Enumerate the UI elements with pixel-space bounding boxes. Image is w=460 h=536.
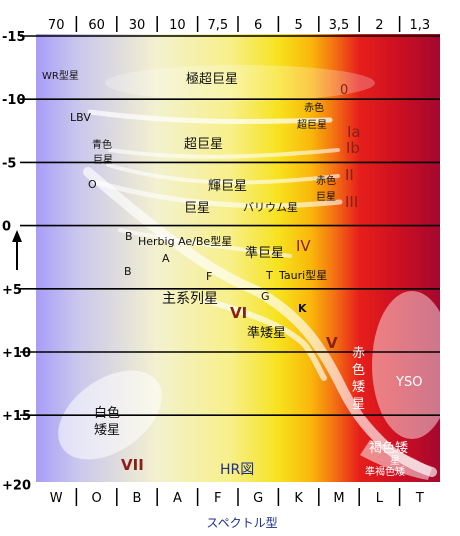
iii-label: III [345, 193, 358, 211]
brown-dwarf-extra-label: 星 [390, 455, 400, 467]
spectral-class-label: A [173, 491, 182, 506]
hypergiant-region [105, 65, 375, 101]
red-dwarf-char: 赤 [352, 346, 365, 361]
temperature-tick-label: 5 [294, 18, 302, 33]
magnitude-tick-label: +10 [2, 346, 31, 361]
brown-dwarf-label: 褐色矮 [369, 440, 408, 456]
blue-supergiant-label-2: 巨星 [93, 154, 113, 166]
temperature-tick-label: 1,3 [409, 18, 430, 33]
temperature-tick-label: 7,5 [207, 18, 228, 33]
band-ia [87, 109, 333, 125]
yso-region [372, 291, 452, 439]
temperature-tick-label: 2 [375, 18, 383, 33]
vii-label: VII [121, 456, 144, 474]
vi-label: VI [230, 304, 247, 322]
sub-brown-dwarf-label: 準褐色矮 [365, 465, 405, 478]
ia-label: Ia [347, 123, 361, 141]
band-ii [106, 163, 340, 185]
iv-label: IV [296, 237, 311, 255]
band-subdwarf [202, 297, 327, 381]
subdwarf-label: 準矮星 [247, 325, 286, 341]
lbv-label: LBV [70, 111, 91, 124]
herbig-label: Herbig Ae/Be型星 [138, 234, 232, 248]
red-dwarf-label: 赤 色 矮 星 [352, 346, 365, 412]
white-dwarf-label-1: 白色 [94, 405, 120, 421]
magnitude-axis: -15 -10 -5 0 +5 +10 +15 +20 [2, 30, 31, 493]
magnitude-tick-label: +5 [2, 283, 22, 298]
red-giant-label-2: 巨星 [316, 191, 336, 203]
x-axis-label: スペクトル型 [206, 516, 277, 530]
b-star-label-2: B [124, 265, 132, 278]
spectral-class-label: K [294, 491, 303, 506]
o-star-label: O [88, 178, 97, 191]
yso-label: YSO [395, 375, 422, 390]
wr-label: WR型星 [42, 69, 79, 82]
barium-label: バリウム星 [243, 201, 298, 214]
temperature-tick-label: 60 [88, 18, 105, 33]
band-iii [92, 179, 343, 209]
supergiant-label: 超巨星 [184, 137, 223, 152]
blue-supergiant-label-1: 青色 [92, 138, 112, 151]
temperature-axis: 70 60 30 10 7,5 6 5 3,5 2 1,3 [48, 16, 430, 33]
main-sequence-label: 主系列星 [162, 291, 218, 307]
spectral-class-label: G [253, 491, 263, 506]
up-arrow-icon [12, 230, 22, 270]
v-label: V [326, 334, 338, 352]
t-tauri-label: Tauri型星 [278, 268, 327, 282]
magnitude-gridlines [20, 35, 440, 417]
temperature-tick-label: 6 [254, 18, 262, 33]
spectral-class-label: M [333, 491, 344, 506]
spectral-class-label: O [91, 491, 101, 506]
red-dwarf-char: 色 [352, 362, 365, 378]
b-star-label-1: B [125, 230, 133, 243]
magnitude-tick-label: 0 [2, 220, 11, 235]
magnitude-tick-label: -10 [2, 93, 26, 108]
red-giant-label-1: 赤色 [316, 174, 336, 187]
f-star-label: F [206, 270, 212, 283]
red-supergiant-label-1: 赤色 [304, 101, 324, 114]
bright-giant-label: 輝巨星 [208, 179, 247, 194]
spectral-class-label: F [214, 491, 221, 506]
magnitude-tick-label: +15 [2, 409, 31, 424]
spectral-class-label: T [415, 491, 424, 506]
t-star-label: T [265, 269, 273, 282]
magnitude-tick-label: -5 [2, 156, 16, 171]
g-star-label: G [261, 290, 270, 303]
spectral-class-label: L [376, 491, 384, 506]
temperature-tick-label: 3,5 [329, 18, 350, 33]
red-dwarf-char: 星 [352, 397, 365, 412]
spectral-class-label: W [50, 491, 63, 506]
temperature-tick-label: 70 [48, 18, 65, 33]
giant-label: 巨星 [184, 201, 210, 216]
red-supergiant-label-2: 超巨星 [297, 118, 327, 131]
hypergiant-label: 極超巨星 [186, 71, 238, 87]
diagram-title: HR図 [220, 462, 254, 478]
red-dwarf-char: 矮 [352, 380, 365, 395]
temperature-tick-label: 30 [129, 18, 146, 33]
band-iv [118, 228, 292, 258]
zero-label: 0 [340, 83, 348, 98]
magnitude-tick-label: +20 [2, 478, 31, 493]
subgiant-label: 準巨星 [245, 245, 284, 261]
white-dwarf-label-2: 矮星 [94, 423, 120, 438]
band-main-sequence [83, 167, 437, 477]
spectral-class-label: B [133, 491, 142, 506]
a-star-label: A [162, 252, 170, 265]
temperature-tick-label: 10 [169, 18, 186, 33]
band-ib [108, 148, 340, 159]
magnitude-tick-label: -15 [2, 30, 26, 45]
k-star-label: K [298, 302, 307, 315]
ib-label: Ib [346, 139, 360, 157]
luminosity-bands [83, 109, 437, 477]
ii-label: II [345, 166, 354, 184]
